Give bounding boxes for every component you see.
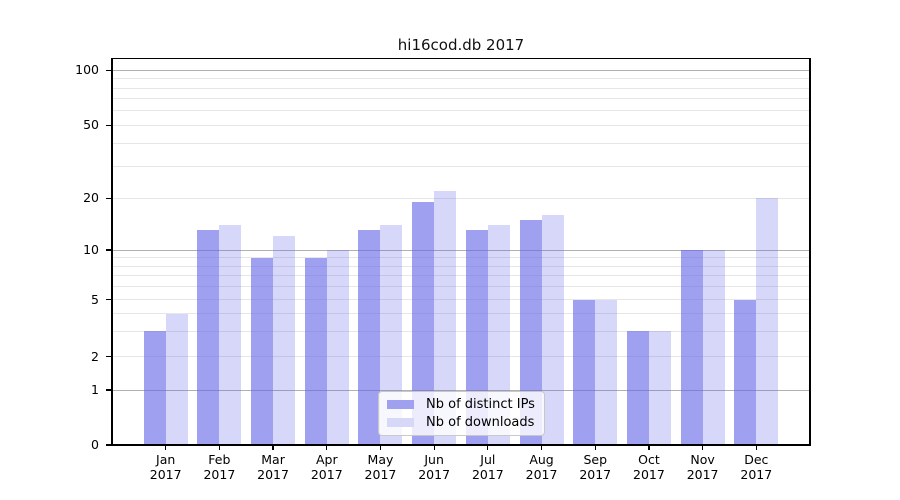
- x-tick-mark: [272, 445, 274, 450]
- x-tick-mark: [487, 445, 489, 450]
- plot-right-spine: [809, 57, 811, 446]
- y-tick-mark: [106, 249, 112, 251]
- gridline-major: [112, 389, 810, 391]
- y-tick-label: 5: [91, 291, 99, 307]
- y-tick-label: 20: [83, 190, 99, 206]
- gridline-minor: [112, 197, 810, 199]
- y-tick-mark: [106, 69, 112, 71]
- gridline-minor: [112, 275, 810, 277]
- x-tick-label: Nov 2017: [686, 452, 719, 482]
- legend-item-distinct-ips: Nb of distinct IPs: [387, 397, 536, 412]
- bar-downloads: [648, 331, 671, 445]
- x-tick-mark: [755, 445, 757, 450]
- bar-distinct-ips: [251, 257, 274, 445]
- bar-distinct-ips: [734, 299, 757, 445]
- plot-bottom-spine: [111, 444, 811, 446]
- plot-area: [112, 58, 810, 445]
- chart-title: hi16cod.db 2017: [397, 36, 525, 54]
- x-tick-mark: [165, 445, 167, 450]
- y-tick-label: 10: [83, 242, 99, 257]
- bar-downloads: [434, 190, 457, 445]
- x-tick-mark: [540, 445, 543, 450]
- x-tick-label: Aug 2017: [525, 452, 558, 482]
- bar-distinct-ips: [680, 250, 703, 445]
- bar-distinct-ips: [358, 230, 381, 445]
- x-tick-mark: [433, 445, 435, 450]
- x-tick-mark: [326, 445, 328, 450]
- y-tick-mark: [106, 197, 112, 199]
- gridline-minor: [112, 98, 810, 100]
- gridline-minor: [112, 110, 810, 112]
- x-tick-mark: [648, 445, 650, 450]
- gridline-minor: [112, 142, 810, 144]
- gridline-minor: [112, 313, 810, 315]
- y-tick-label: 100: [75, 62, 99, 78]
- plot-top-spine: [111, 57, 811, 59]
- legend-swatch-distinct-ips: [387, 399, 414, 410]
- y-tick-label: 50: [83, 117, 99, 133]
- legend-label-distinct-ips: Nb of distinct IPs: [426, 397, 535, 412]
- bar-distinct-ips: [412, 202, 435, 445]
- bar-distinct-ips: [197, 230, 220, 445]
- y-tick-mark: [106, 444, 112, 446]
- gridline-minor: [112, 124, 810, 126]
- plot-left-spine: [111, 57, 113, 446]
- x-tick-label: Apr 2017: [310, 452, 343, 482]
- bar-distinct-ips: [304, 257, 327, 445]
- x-tick-label: Jan 2017: [149, 452, 182, 482]
- x-tick-label: Oct 2017: [633, 452, 665, 482]
- x-tick-label: Sep 2017: [579, 452, 612, 482]
- x-tick-mark: [702, 445, 704, 450]
- x-tick-label: Jul 2017: [471, 452, 504, 482]
- gridline-minor: [112, 165, 810, 167]
- bar-downloads: [756, 198, 779, 445]
- legend-swatch-downloads: [387, 417, 414, 428]
- bar-downloads: [380, 224, 403, 445]
- y-tick-label: 0: [91, 437, 99, 452]
- legend-label-downloads: Nb of downloads: [426, 415, 535, 430]
- x-tick-label: Jun 2017: [418, 452, 451, 482]
- y-tick-mark: [106, 355, 112, 358]
- y-tick-mark: [106, 124, 112, 126]
- x-tick-mark: [379, 445, 382, 450]
- gridline-minor: [112, 299, 810, 301]
- bar-downloads: [326, 250, 349, 445]
- x-tick-mark: [218, 445, 220, 450]
- gridline-minor: [112, 356, 810, 357]
- bar-distinct-ips: [626, 331, 649, 445]
- y-tick-mark: [106, 299, 112, 301]
- bar-downloads: [219, 224, 242, 445]
- y-tick-label: 1: [91, 382, 99, 397]
- x-tick-mark: [594, 445, 596, 450]
- legend-item-downloads: Nb of downloads: [387, 415, 536, 430]
- x-tick-label: Dec 2017: [740, 452, 773, 482]
- bar-distinct-ips: [143, 331, 166, 445]
- bar-downloads: [487, 224, 510, 445]
- gridline-minor: [112, 78, 810, 80]
- gridline-minor: [112, 286, 810, 288]
- bar-downloads: [541, 214, 564, 445]
- gridline-minor: [112, 257, 810, 259]
- gridline-major: [112, 249, 810, 251]
- bar-downloads: [702, 250, 725, 445]
- bar-downloads: [273, 236, 296, 445]
- x-tick-label: May 2017: [364, 452, 397, 482]
- x-tick-label: Feb 2017: [203, 452, 236, 482]
- bar-distinct-ips: [573, 299, 596, 445]
- gridline-minor: [112, 265, 810, 267]
- gridline-major: [112, 69, 810, 71]
- legend: Nb of distinct IPs Nb of downloads: [378, 391, 545, 436]
- y-tick-label: 2: [91, 348, 99, 364]
- gridline-minor: [112, 87, 810, 89]
- bar-downloads: [165, 313, 188, 445]
- gridline-minor: [112, 330, 810, 332]
- x-tick-label: Mar 2017: [257, 452, 289, 482]
- bar-downloads: [595, 299, 618, 445]
- bar-distinct-ips: [519, 219, 542, 445]
- y-tick-mark: [106, 389, 112, 391]
